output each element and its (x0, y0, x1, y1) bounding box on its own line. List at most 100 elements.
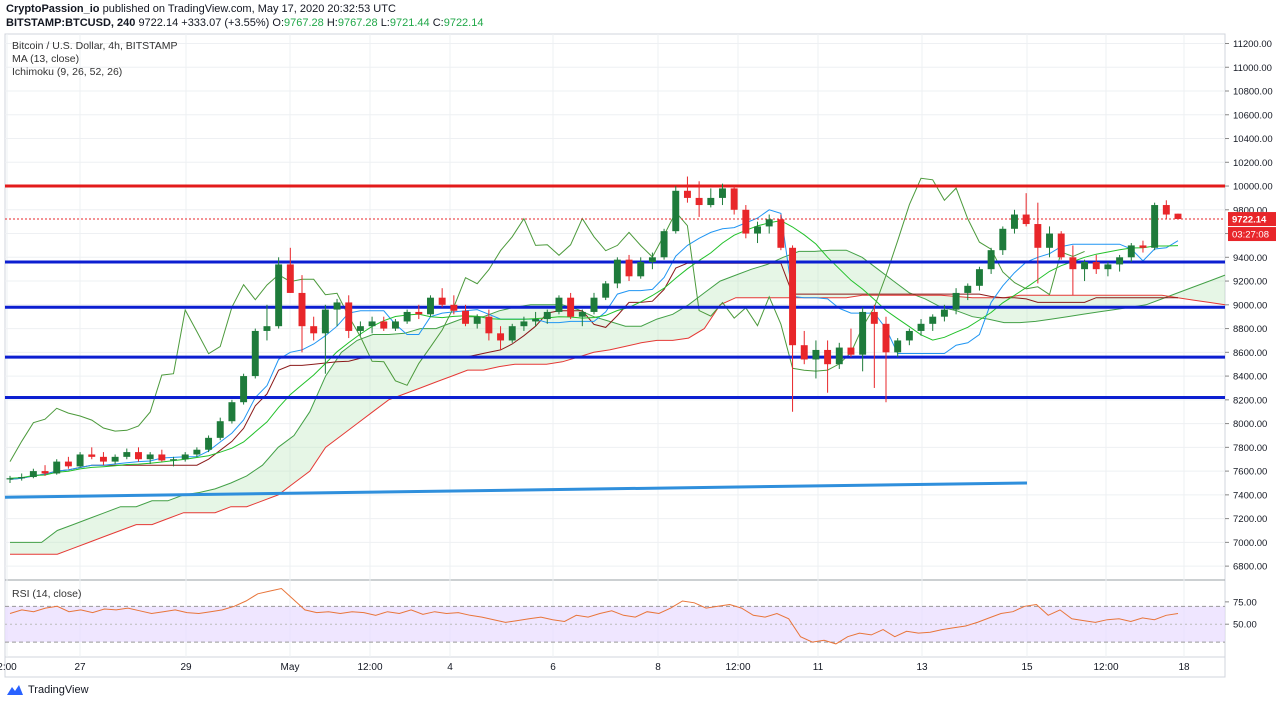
candle-up (76, 454, 84, 467)
y-tick-label: 11200.00 (1233, 39, 1272, 50)
candle-up (146, 454, 154, 460)
candle-up (333, 302, 341, 310)
candle-down (485, 316, 493, 334)
candle-up (648, 257, 656, 263)
candle-up (193, 449, 201, 455)
candle-down (1022, 214, 1030, 225)
tradingview-logo-icon (7, 685, 23, 695)
y-tick-label: 7800.00 (1233, 443, 1267, 454)
y-tick-label: 10000.00 (1233, 182, 1273, 193)
y-tick-label: 9800.00 (1233, 205, 1267, 216)
legend-title: Bitcoin / U.S. Dollar, 4h, BITSTAMP (12, 40, 178, 52)
candle-down (497, 333, 505, 341)
candle-up (356, 326, 364, 331)
candle-up (1127, 245, 1135, 258)
low-value: 9721.44 (389, 17, 430, 29)
candle-down (847, 347, 855, 355)
y-tick-label: 8800.00 (1233, 324, 1267, 335)
candle-up (216, 421, 224, 438)
x-tick-label: 2:00 (0, 662, 17, 673)
candle-down (380, 321, 388, 329)
candle-down (1139, 245, 1147, 248)
candle-up (181, 454, 189, 460)
candle-down (64, 461, 72, 467)
footer-brand[interactable]: TradingView (28, 684, 89, 696)
rsi-legend: RSI (14, close) (12, 588, 81, 601)
rsi-tick-label: 75.00 (1233, 597, 1257, 608)
candle-down (625, 259, 633, 277)
y-tick-label: 7400.00 (1233, 490, 1267, 501)
candle-up (1151, 205, 1159, 248)
candle-down (415, 311, 423, 315)
countdown-box (1228, 227, 1276, 242)
open-value: 9767.28 (284, 17, 324, 29)
candle-down (450, 304, 458, 311)
candle-down (789, 247, 797, 346)
candle-down (777, 219, 785, 248)
candle-down (742, 209, 750, 234)
candle-up (391, 321, 399, 329)
candle-down (158, 454, 166, 461)
last-price: 9722.14 (138, 17, 179, 29)
y-tick-label: 7600.00 (1233, 467, 1267, 478)
candle-down (882, 323, 890, 353)
y-tick-label: 8400.00 (1233, 372, 1267, 383)
candle-up (508, 326, 516, 341)
candle-up (205, 437, 213, 450)
y-tick-label: 8000.00 (1233, 419, 1267, 430)
candle-up (543, 311, 551, 320)
candle-down (298, 292, 306, 327)
publisher-name[interactable]: CryptoPassion_io (6, 3, 100, 15)
candle-up (602, 283, 610, 298)
candle-up (427, 297, 434, 315)
candle-up (532, 319, 540, 322)
candle-up (987, 250, 995, 270)
legend-ma[interactable]: MA (13, close) (12, 53, 80, 65)
x-tick-label: 8 (655, 662, 661, 673)
candle-down (800, 345, 808, 360)
y-tick-label: 8200.00 (1233, 395, 1267, 406)
close-label: C: (432, 17, 444, 29)
candle-down (730, 188, 738, 210)
plot-frame (4, 33, 1226, 678)
candle-up (1011, 214, 1018, 229)
y-tick-label: 10200.00 (1233, 158, 1273, 169)
candle-up (29, 471, 37, 478)
x-tick-label: 12:00 (357, 662, 382, 673)
candle-up (403, 311, 411, 322)
candle-up (6, 478, 14, 480)
candle-down (462, 310, 469, 324)
candle-down (695, 197, 703, 206)
candle-up (251, 330, 259, 377)
y-tick-label: 8600.00 (1233, 348, 1267, 359)
candle-down (99, 456, 107, 462)
candle-down (683, 190, 691, 198)
y-tick-label: 11000.00 (1233, 63, 1272, 74)
candle-up (228, 402, 236, 422)
y-tick-label: 9200.00 (1233, 277, 1267, 288)
kijun-sen-line (9, 262, 1178, 480)
y-tick-label: 10800.00 (1233, 87, 1273, 98)
legend-rsi[interactable]: RSI (14, close) (12, 588, 82, 600)
x-tick-label: 6 (550, 662, 556, 673)
candle-down (310, 326, 318, 334)
x-tick-label: 12:00 (725, 662, 750, 673)
candle-up (952, 292, 960, 310)
candle-up (660, 231, 668, 258)
candle-up (473, 316, 481, 324)
candle-up (520, 321, 528, 327)
candle-up (835, 347, 843, 365)
candle-up (999, 228, 1007, 251)
y-tick-label: 7200.00 (1233, 514, 1267, 525)
candle-up (719, 188, 726, 198)
x-tick-label: 18 (1178, 662, 1190, 673)
candle-down (1174, 213, 1182, 220)
candle-up (263, 326, 271, 331)
candle-up (578, 311, 586, 317)
y-tick-label: 9400.00 (1233, 253, 1267, 264)
publish-line: CryptoPassion_io published on TradingVie… (6, 2, 483, 16)
price-tag-value: 9722.14 (1232, 215, 1267, 226)
candle-up (940, 309, 948, 317)
legend-ichimoku[interactable]: Ichimoku (9, 26, 52, 26) (12, 66, 123, 78)
